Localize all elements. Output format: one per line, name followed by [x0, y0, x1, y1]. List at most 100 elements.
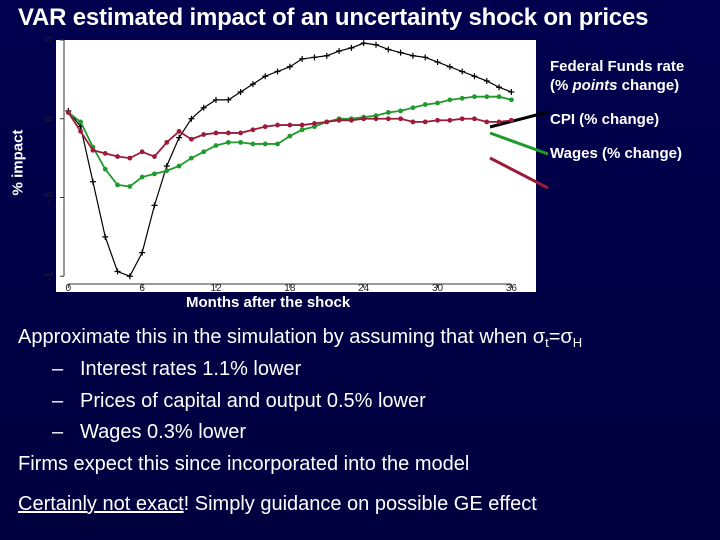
series-0-point-7: [151, 202, 158, 209]
series-1-point-17: [275, 141, 280, 147]
bullet-marker: –: [52, 421, 64, 443]
series-0-point-20: [311, 54, 318, 61]
series-2-point-13: [225, 130, 231, 136]
series-0-point-6: [139, 249, 146, 256]
series-1-point-36: [508, 97, 514, 103]
approx-main: Approximate this in the simulation by as…: [18, 326, 546, 348]
legend-fed-funds-line2a: (%: [550, 77, 573, 94]
series-1-point-11: [201, 149, 207, 155]
series-1-point-6: [139, 174, 145, 180]
series-2-point-32: [459, 116, 465, 122]
y-axis-label: % impact: [9, 129, 27, 196]
series-1-point-30: [435, 100, 440, 106]
series-0-point-4: [114, 268, 121, 275]
series-2-point-29: [422, 119, 428, 125]
series-2-point-18: [287, 122, 293, 128]
series-1-point-26: [385, 110, 391, 115]
series-2-point-33: [472, 116, 477, 122]
series-0-point-28: [409, 52, 416, 59]
series-1-point-34: [484, 94, 490, 100]
bullet-interest: – Interest rates 1.1% lower: [52, 356, 301, 382]
series-2-point-34: [484, 119, 490, 125]
series-0-point-15: [249, 81, 256, 88]
series-0-point-27: [397, 49, 404, 56]
series-2-point-14: [238, 130, 244, 136]
series-1-point-7: [152, 171, 157, 177]
certainly-underlined: Certainly not exact: [18, 493, 184, 515]
series-1-point-5: [127, 184, 133, 189]
series-2-point-4: [115, 154, 120, 159]
series-2-point-7: [152, 154, 157, 159]
series-1-point-16: [262, 141, 268, 147]
x-tick-label-18: 18: [284, 283, 296, 294]
series-1-point-32: [459, 95, 465, 101]
series-1-point-15: [250, 141, 256, 147]
series-0-point-16: [262, 73, 269, 80]
x-tick-label-30: 30: [432, 283, 444, 294]
legend-pointers: [489, 110, 549, 190]
series-1-point-8: [164, 168, 170, 174]
series-2-point-19: [299, 122, 305, 128]
x-axis-label: Months after the shock: [186, 294, 351, 311]
series-1-point-14: [238, 139, 244, 145]
series-1-point-3: [102, 166, 108, 172]
series-2-point-22: [336, 117, 342, 123]
legend-pointer-1: [489, 131, 549, 156]
series-1-point-1: [78, 119, 84, 125]
series-1-point-28: [410, 105, 416, 111]
legend-cpi: CPI (% change): [550, 111, 660, 128]
series-2-point-12: [213, 130, 219, 136]
bullet-marker: –: [52, 390, 64, 412]
text-line-certainly: Certainly not exact! Simply guidance on …: [18, 491, 537, 517]
series-2-point-25: [373, 116, 379, 122]
bullet-prices: – Prices of capital and output 0.5% lower: [52, 388, 426, 414]
series-0-point-14: [237, 88, 244, 95]
series-0-point-22: [336, 48, 343, 55]
axes: 0 6 12 18 24 30 36 -1 -.5 0 .5: [44, 36, 517, 294]
series-2-point-24: [361, 116, 367, 122]
x-tick-label-24: 24: [358, 283, 370, 294]
x-tick-label-0: 0: [66, 283, 72, 294]
legend-fed-funds: Federal Funds rate (% points change): [550, 57, 716, 95]
series-2-point-1: [78, 128, 84, 134]
series-0-point-17: [274, 68, 281, 75]
x-tick-label-6: 6: [139, 283, 145, 294]
series-1-point-33: [472, 94, 477, 100]
series-2-point-31: [447, 117, 453, 123]
series-0-point-21: [323, 52, 330, 59]
series-2-point-17: [275, 122, 280, 128]
legend-fed-funds-line2b: points: [572, 77, 618, 94]
bullet-text: Interest rates 1.1% lower: [80, 358, 302, 380]
impulse-response-chart: 0 6 12 18 24 30 36 -1 -.5 0 .5: [44, 36, 549, 294]
series-2-point-26: [385, 116, 391, 122]
y-tick-label-0: 0: [44, 116, 55, 122]
series-2-point-35: [496, 119, 502, 125]
series-0-point-11: [200, 104, 207, 111]
series-1-point-12: [213, 143, 219, 148]
series-1-point-19: [299, 127, 305, 133]
series-2-point-30: [435, 117, 440, 123]
plot-area: [56, 40, 536, 292]
series-1-point-13: [225, 139, 231, 145]
series-2-point-16: [262, 124, 268, 130]
certainly-rest: ! Simply guidance on possible GE effect: [183, 493, 537, 515]
series-0-point-12: [213, 96, 219, 103]
series-1-point-4: [115, 182, 120, 188]
legend-fed-funds-line1: Federal Funds rate: [550, 58, 685, 75]
series-0-point-19: [299, 55, 306, 62]
series-1-point-29: [422, 102, 428, 107]
series-1-point-18: [287, 133, 293, 139]
series-0-point-34: [483, 77, 490, 84]
bullet-text: Prices of capital and output 0.5% lower: [80, 390, 426, 412]
series-2-point-10: [188, 136, 194, 142]
series-0-point-8: [163, 163, 170, 169]
series-2-point-8: [164, 139, 170, 145]
series-2-point-2: [90, 147, 96, 153]
approx-mid: =σ: [548, 326, 573, 348]
bullet-wages: – Wages 0.3% lower: [52, 419, 246, 445]
series-1-point-9: [176, 163, 182, 169]
legend-pointer-2: [489, 156, 549, 190]
x-tick-label-12: 12: [210, 283, 222, 294]
approx-sub-h: H: [572, 335, 583, 350]
legend-pointer-0: [489, 110, 549, 129]
